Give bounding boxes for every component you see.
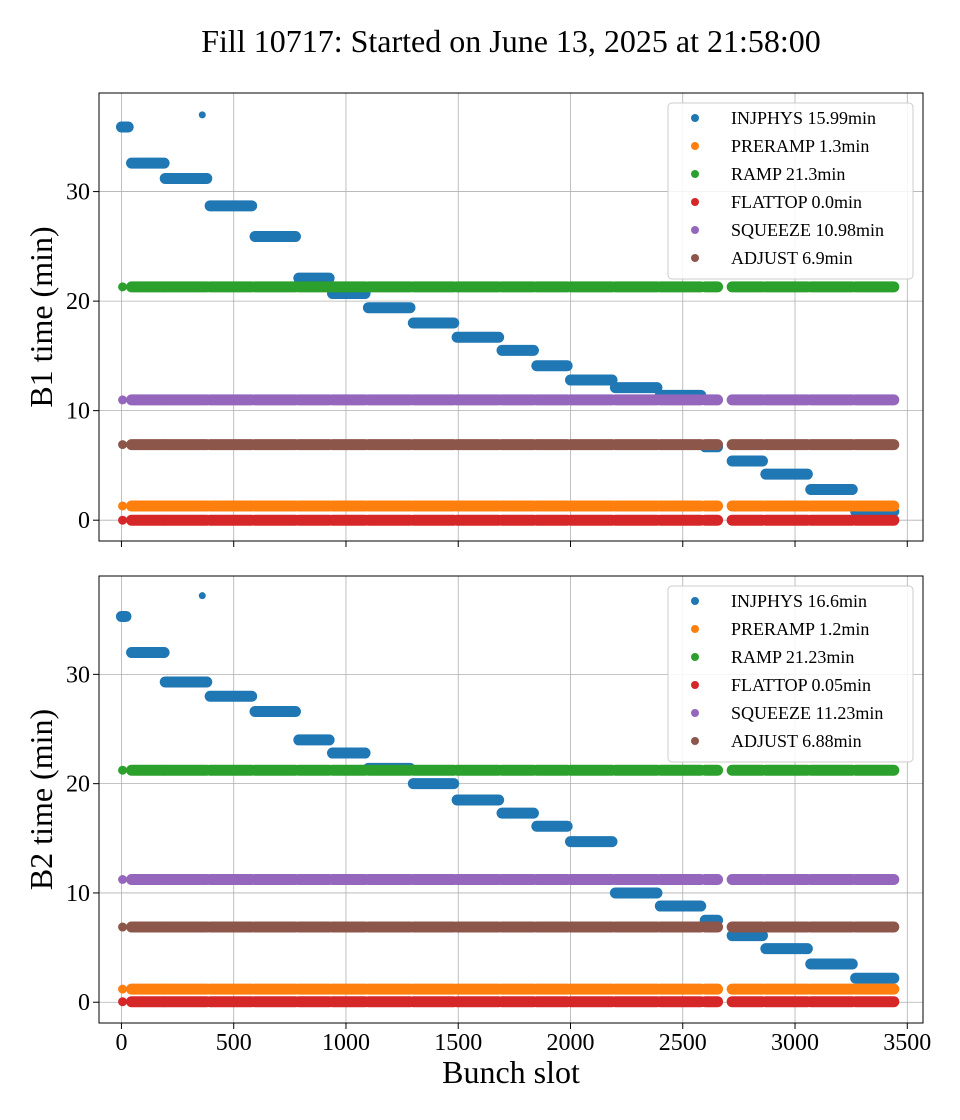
axes-frame bbox=[98, 575, 924, 1024]
legend-label: ADJUST 6.88min bbox=[731, 731, 862, 751]
plot-area bbox=[115, 592, 900, 1008]
point-adjust bbox=[118, 440, 128, 450]
legend-marker bbox=[691, 142, 699, 150]
legend-marker bbox=[691, 709, 699, 717]
y-tick-label: 20 bbox=[66, 772, 90, 798]
point-ramp bbox=[118, 282, 128, 292]
x-tick-label: 2000 bbox=[546, 1030, 594, 1056]
x-tick-label: 500 bbox=[216, 1030, 252, 1056]
point-injphys bbox=[198, 592, 206, 600]
legend-label: FLATTOP 0.0min bbox=[731, 192, 862, 212]
point-adjust bbox=[118, 922, 128, 932]
legend-marker bbox=[691, 114, 699, 122]
x-tick-label: 0 bbox=[115, 1030, 127, 1056]
legend-label: PRERAMP 1.2min bbox=[731, 619, 869, 639]
legend-label: PRERAMP 1.3min bbox=[731, 136, 869, 156]
point-flattop bbox=[118, 997, 128, 1007]
y-tick-label: 0 bbox=[78, 508, 90, 534]
legend-label: INJPHYS 16.6min bbox=[731, 591, 867, 611]
legend-label: RAMP 21.3min bbox=[731, 164, 845, 184]
legend-label: FLATTOP 0.05min bbox=[731, 675, 871, 695]
x-tick-label: 2500 bbox=[659, 1030, 707, 1056]
y-axis-label: B2 time (min) bbox=[23, 709, 59, 890]
legend-marker bbox=[691, 597, 699, 605]
y-tick-label: 30 bbox=[66, 662, 90, 688]
legend-marker bbox=[691, 254, 699, 262]
legend-box bbox=[667, 102, 914, 280]
legend: INJPHYS 16.6min PRERAMP 1.2min RAMP 21.23m… bbox=[667, 585, 914, 763]
legend-label: SQUEEZE 11.23min bbox=[731, 703, 883, 723]
legend-box bbox=[667, 585, 914, 763]
axes-frame bbox=[98, 92, 924, 542]
legend-label: RAMP 21.23min bbox=[731, 647, 854, 667]
x-tick-label: 3000 bbox=[771, 1030, 819, 1056]
point-squeeze bbox=[118, 395, 128, 405]
legend-marker bbox=[691, 625, 699, 633]
legend-label: SQUEEZE 10.98min bbox=[731, 220, 884, 240]
x-tick-label: 3500 bbox=[883, 1030, 931, 1056]
legend-marker bbox=[691, 170, 699, 178]
legend: INJPHYS 15.99min PRERAMP 1.3min RAMP 21.3m… bbox=[667, 102, 914, 280]
plot-area bbox=[115, 111, 900, 526]
point-preramp bbox=[118, 501, 128, 511]
legend-marker bbox=[691, 198, 699, 206]
y-tick-label: 10 bbox=[66, 881, 90, 907]
x-tick-label: 1500 bbox=[434, 1030, 482, 1056]
y-tick-label: 20 bbox=[66, 289, 90, 315]
point-squeeze bbox=[118, 875, 128, 885]
legend-marker bbox=[691, 737, 699, 745]
y-tick-label: 30 bbox=[66, 180, 90, 206]
x-axis-label: Bunch slot bbox=[442, 1054, 580, 1090]
legend-label: INJPHYS 15.99min bbox=[731, 108, 876, 128]
legend-marker bbox=[691, 681, 699, 689]
y-tick-label: 0 bbox=[78, 990, 90, 1016]
point-ramp bbox=[118, 765, 128, 775]
panel-b1: 0 10 20 30 B1 time (min) INJPHYS 15.99min PRER… bbox=[23, 92, 924, 547]
legend-label: ADJUST 6.9min bbox=[731, 248, 853, 268]
point-preramp bbox=[118, 984, 128, 994]
legend-marker bbox=[691, 226, 699, 234]
point-flattop bbox=[118, 515, 128, 525]
y-tick-label: 10 bbox=[66, 399, 90, 425]
x-tick-label: 1000 bbox=[322, 1030, 370, 1056]
legend-marker bbox=[691, 653, 699, 661]
chart-title: Fill 10717: Started on June 13, 2025 at … bbox=[201, 23, 821, 59]
panel-b2: 0 500 1000 1500 2000 2500 3000 3500 0 10 20 30 B2 ti… bbox=[23, 575, 931, 1056]
point-injphys bbox=[198, 111, 206, 119]
y-axis-label: B1 time (min) bbox=[23, 226, 59, 407]
